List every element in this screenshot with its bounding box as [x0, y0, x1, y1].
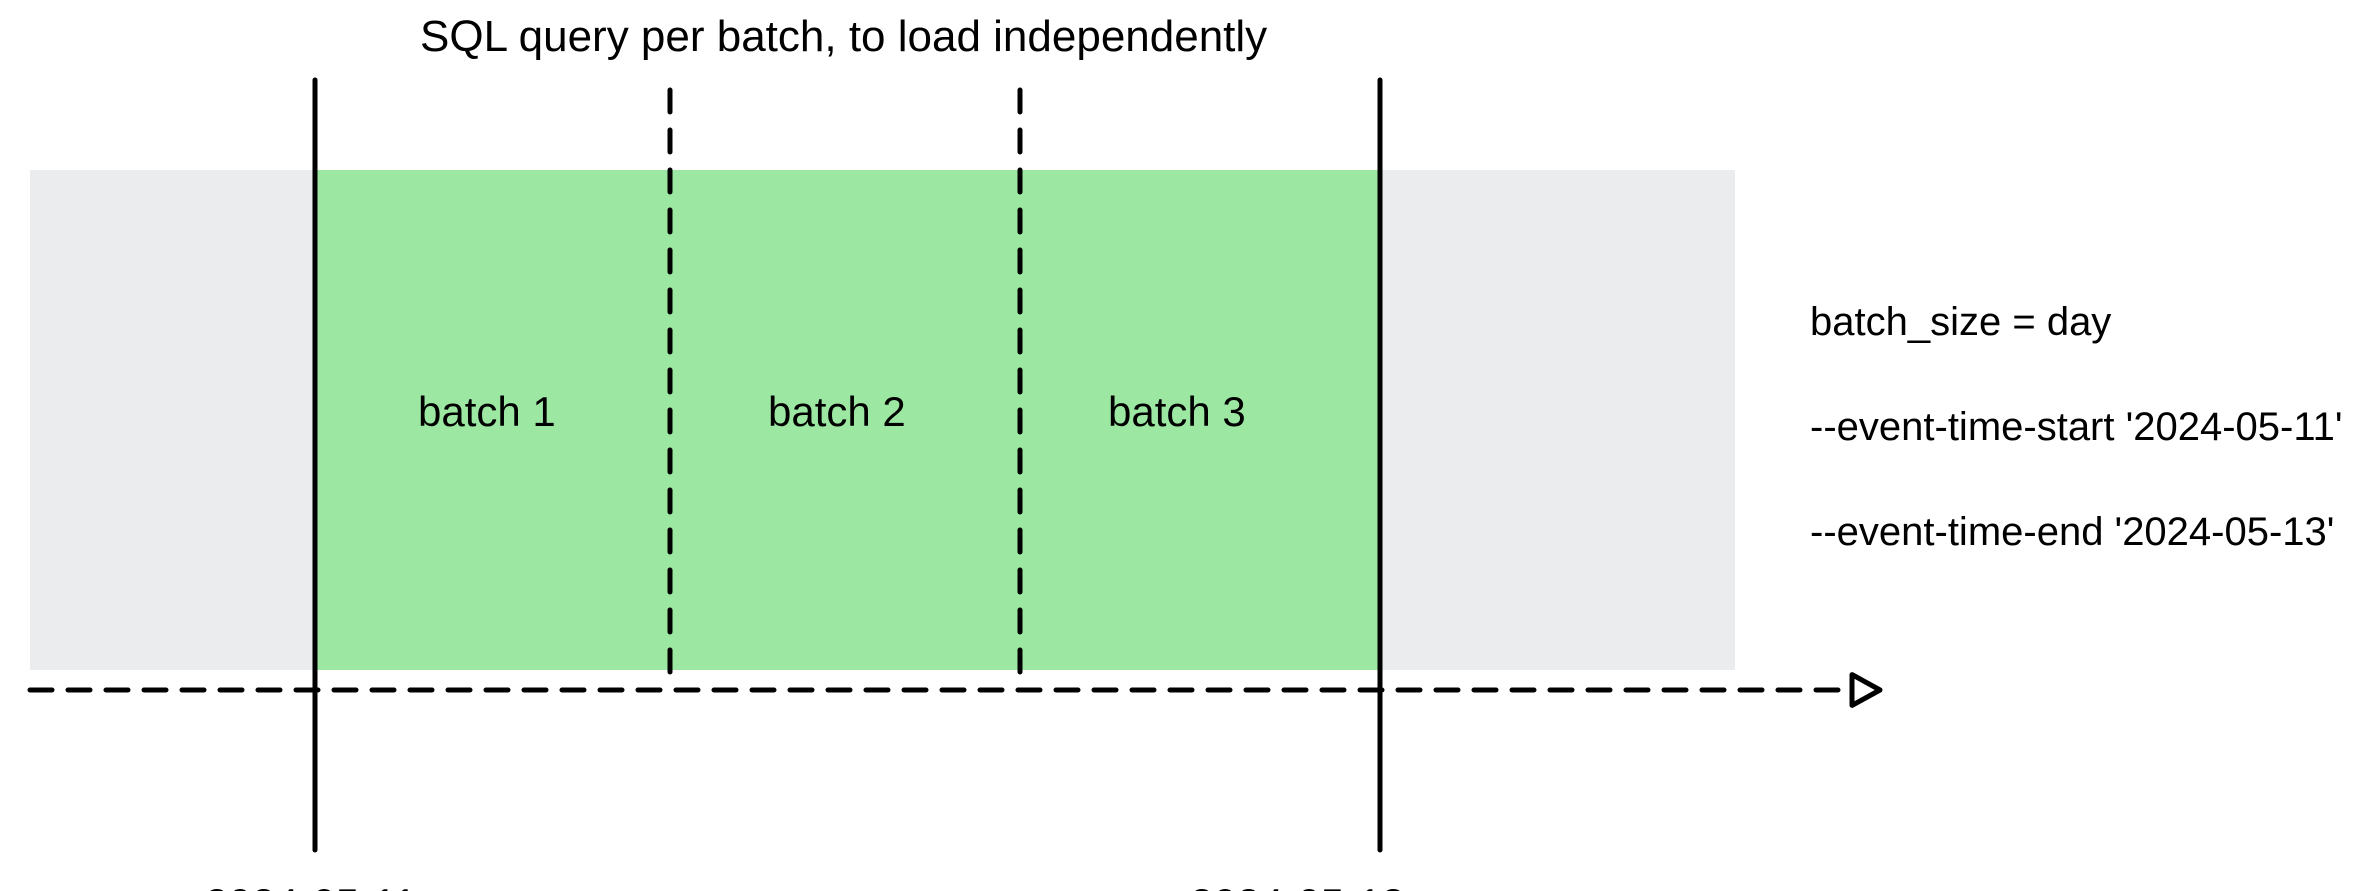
batch-timeline-diagram: SQL query per batch, to load independent… [0, 0, 2361, 891]
date-label-start: 2024-05-11 [205, 880, 417, 891]
legend-line: --event-time-start '2024-05-11' [1810, 405, 2343, 450]
legend-line: batch_size = day [1810, 300, 2111, 345]
batch-label: batch 2 [768, 388, 906, 436]
timeline-arrowhead [1852, 675, 1880, 706]
legend-line: --event-time-end '2024-05-13' [1810, 510, 2334, 555]
diagram-title: SQL query per batch, to load independent… [420, 12, 1267, 62]
batch-label: batch 1 [418, 388, 556, 436]
batch-label: batch 3 [1108, 388, 1246, 436]
date-label-end: 2024-05-13 [1190, 880, 1405, 891]
